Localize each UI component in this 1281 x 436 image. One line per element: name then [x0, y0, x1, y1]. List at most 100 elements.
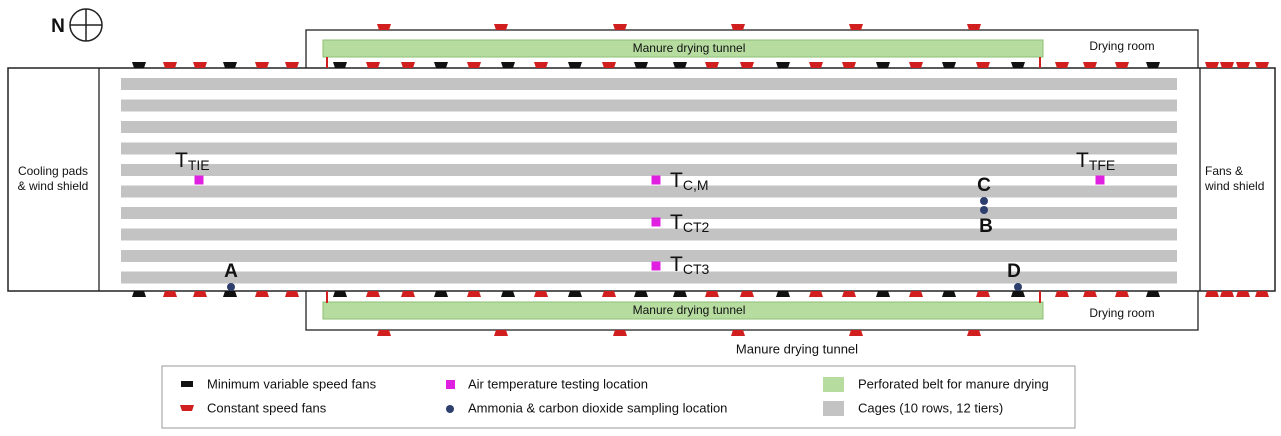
fan — [1205, 62, 1219, 68]
fan — [1255, 291, 1269, 297]
legend-icon — [823, 401, 844, 416]
cage-row — [121, 228, 1177, 241]
fan — [163, 291, 177, 297]
fan — [434, 62, 448, 68]
temperature-label: TC,M — [670, 169, 709, 193]
cage-row — [121, 164, 1177, 176]
sampling-label: B — [979, 216, 993, 237]
legend-label: Perforated belt for manure drying — [858, 376, 1049, 391]
fan — [534, 291, 548, 297]
temperature-point — [1095, 175, 1105, 185]
fan — [976, 291, 990, 297]
fan — [366, 291, 380, 297]
label-sub: C,M — [683, 177, 709, 193]
legend-label: Ammonia & carbon dioxide sampling locati… — [468, 400, 727, 415]
fan — [942, 62, 956, 68]
end-label: wind shield — [1204, 179, 1264, 193]
fan — [1220, 62, 1234, 68]
fan — [401, 62, 415, 68]
end-label: Fans & — [1205, 164, 1243, 178]
fan — [333, 62, 347, 68]
fan — [602, 62, 616, 68]
fan — [377, 330, 391, 336]
fan — [1255, 62, 1269, 68]
temperature-label: TCT2 — [670, 211, 709, 235]
manure-belt — [322, 301, 1044, 320]
fan — [731, 330, 745, 336]
temperature-point — [651, 261, 661, 271]
fan — [849, 24, 863, 30]
fan — [876, 62, 890, 68]
fan — [1146, 291, 1160, 297]
fan — [377, 24, 391, 30]
compass-label: N — [51, 16, 65, 37]
sampling-point — [1014, 283, 1022, 291]
label-main: T — [670, 169, 683, 192]
fan — [163, 62, 177, 68]
fan — [223, 291, 237, 297]
fan — [193, 291, 207, 297]
manure-belt — [322, 39, 1044, 58]
fan — [193, 62, 207, 68]
legend-icon — [823, 377, 844, 392]
fan — [255, 291, 269, 297]
fan — [1115, 62, 1129, 68]
fan — [634, 291, 648, 297]
fan — [1146, 62, 1160, 68]
cage-row — [121, 99, 1177, 112]
fan — [1011, 62, 1025, 68]
sampling-point — [227, 283, 235, 291]
fan — [366, 62, 380, 68]
temperature-point — [194, 175, 204, 185]
fan — [494, 24, 508, 30]
fan — [1236, 62, 1250, 68]
fan — [673, 62, 687, 68]
fan — [467, 62, 481, 68]
legend-label: Air temperature testing location — [468, 376, 648, 391]
fan — [132, 291, 146, 297]
fan — [776, 62, 790, 68]
fan — [1083, 62, 1097, 68]
fan — [1011, 291, 1025, 297]
fan — [740, 62, 754, 68]
temperature-point — [651, 217, 661, 227]
legend-icon — [446, 380, 455, 389]
fan — [132, 62, 146, 68]
fan — [333, 291, 347, 297]
legend — [161, 365, 1076, 429]
label-sub: CT2 — [683, 219, 710, 235]
fan — [1115, 291, 1129, 297]
fan — [849, 330, 863, 336]
fan — [1055, 62, 1069, 68]
legend-label: Constant speed fans — [207, 400, 327, 415]
sampling-point — [980, 206, 988, 214]
end-label: Cooling pads — [18, 164, 88, 178]
fan — [467, 291, 481, 297]
belt-label: Manure drying tunnel — [633, 303, 746, 317]
label-main: T — [1076, 149, 1089, 172]
cage-row — [121, 121, 1177, 133]
fan — [613, 24, 627, 30]
fan — [673, 291, 687, 297]
label-main: T — [670, 211, 683, 234]
temperature-label: TTFE — [1076, 149, 1115, 173]
fan — [1236, 291, 1250, 297]
fan — [568, 62, 582, 68]
fan — [501, 291, 515, 297]
caption: Manure drying tunnel — [736, 341, 858, 356]
legend-label: Minimum variable speed fans — [207, 376, 377, 391]
fan — [731, 24, 745, 30]
cage-row — [121, 78, 1177, 90]
fan — [1055, 291, 1069, 297]
fan — [285, 62, 299, 68]
cage-row — [121, 271, 1177, 284]
temperature-point — [651, 175, 661, 185]
fan — [967, 24, 981, 30]
room-label: Drying room — [1089, 39, 1154, 53]
fan — [842, 291, 856, 297]
legend-icon — [180, 405, 194, 411]
fan — [613, 330, 627, 336]
cage-row — [121, 207, 1177, 219]
temperature-label: TTIE — [175, 149, 210, 173]
